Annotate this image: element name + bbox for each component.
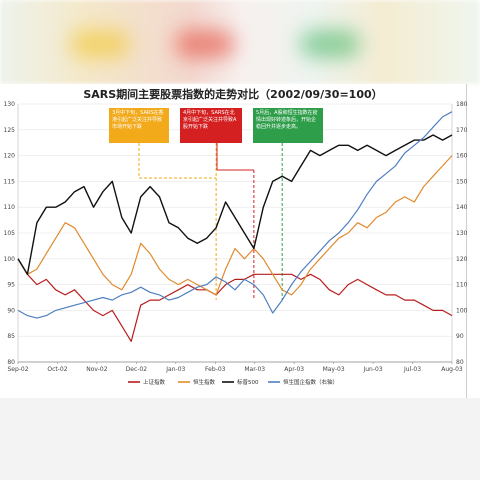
y-right-tick-label: 130 bbox=[456, 230, 468, 237]
y-right-tick-label: 90 bbox=[456, 333, 464, 340]
x-tick-label: Aug-03 bbox=[441, 366, 463, 373]
chart-title: SARS期间主要股票指数的走势对比（2002/09/30=100） bbox=[83, 88, 383, 101]
y-left-tick-label: 85 bbox=[7, 333, 15, 340]
y-left-tick-label: 125 bbox=[4, 127, 16, 134]
footer-band bbox=[0, 398, 480, 480]
y-right-tick-label: 180 bbox=[456, 101, 468, 108]
x-tick-label: Jul-03 bbox=[403, 366, 421, 373]
y-left-tick-label: 90 bbox=[7, 307, 15, 314]
x-tick-label: Apr-03 bbox=[284, 366, 304, 373]
x-tick-label: Oct-02 bbox=[47, 366, 67, 373]
legend-label: 恒生国企指数（右轴） bbox=[283, 378, 338, 386]
y-left-tick-label: 115 bbox=[4, 178, 16, 185]
series-line bbox=[17, 111, 453, 319]
y-left-tick-label: 110 bbox=[4, 204, 16, 211]
legend-label: 标普500 bbox=[237, 378, 259, 386]
x-tick-label: Mar-03 bbox=[244, 366, 265, 373]
y-right-tick-label: 170 bbox=[456, 127, 468, 134]
y-left-tick-label: 100 bbox=[4, 256, 16, 263]
blurred-blob bbox=[70, 30, 130, 58]
series-line bbox=[17, 134, 453, 275]
y-left-tick-label: 130 bbox=[4, 101, 16, 108]
x-tick-label: Jun-03 bbox=[362, 366, 382, 373]
x-tick-label: Dec-02 bbox=[126, 366, 148, 373]
y-left-tick-label: 80 bbox=[7, 359, 15, 366]
y-right-tick-label: 110 bbox=[456, 282, 468, 289]
x-tick-label: Nov-02 bbox=[86, 366, 108, 373]
annotation-box: 5月后，A股和恒生指数在疫情出现好转迹象后，开始企稳回升并逐步走高。 bbox=[253, 108, 323, 143]
y-right-tick-label: 120 bbox=[456, 256, 468, 263]
x-tick-label: Jan-03 bbox=[165, 366, 185, 373]
blurred-blob bbox=[175, 30, 235, 58]
legend-label: 恒生指数 bbox=[193, 378, 216, 386]
x-tick-label: May-03 bbox=[323, 366, 345, 373]
x-tick-label: Sep-02 bbox=[7, 366, 28, 373]
series-line bbox=[17, 155, 453, 296]
y-right-tick-label: 100 bbox=[456, 307, 468, 314]
annotation-box: 4月中下旬，SARS在北京引起广泛关注并导致A股开始下跌 bbox=[180, 108, 242, 143]
y-right-tick-label: 80 bbox=[456, 359, 464, 366]
y-right-tick-label: 150 bbox=[456, 178, 468, 185]
y-left-tick-label: 95 bbox=[7, 282, 15, 289]
annotation-box: 3月中下旬，SARS在香港引起广泛关注并导致市场开始下跌 bbox=[109, 108, 169, 143]
legend-label: 上证指数 bbox=[143, 378, 166, 386]
blurred-blob bbox=[300, 30, 360, 58]
y-left-tick-label: 120 bbox=[4, 153, 16, 160]
y-left-tick-label: 105 bbox=[4, 230, 16, 237]
y-right-tick-label: 140 bbox=[456, 204, 468, 211]
x-tick-label: Feb-03 bbox=[205, 366, 226, 373]
y-right-tick-label: 160 bbox=[456, 153, 468, 160]
series-line bbox=[17, 258, 453, 342]
